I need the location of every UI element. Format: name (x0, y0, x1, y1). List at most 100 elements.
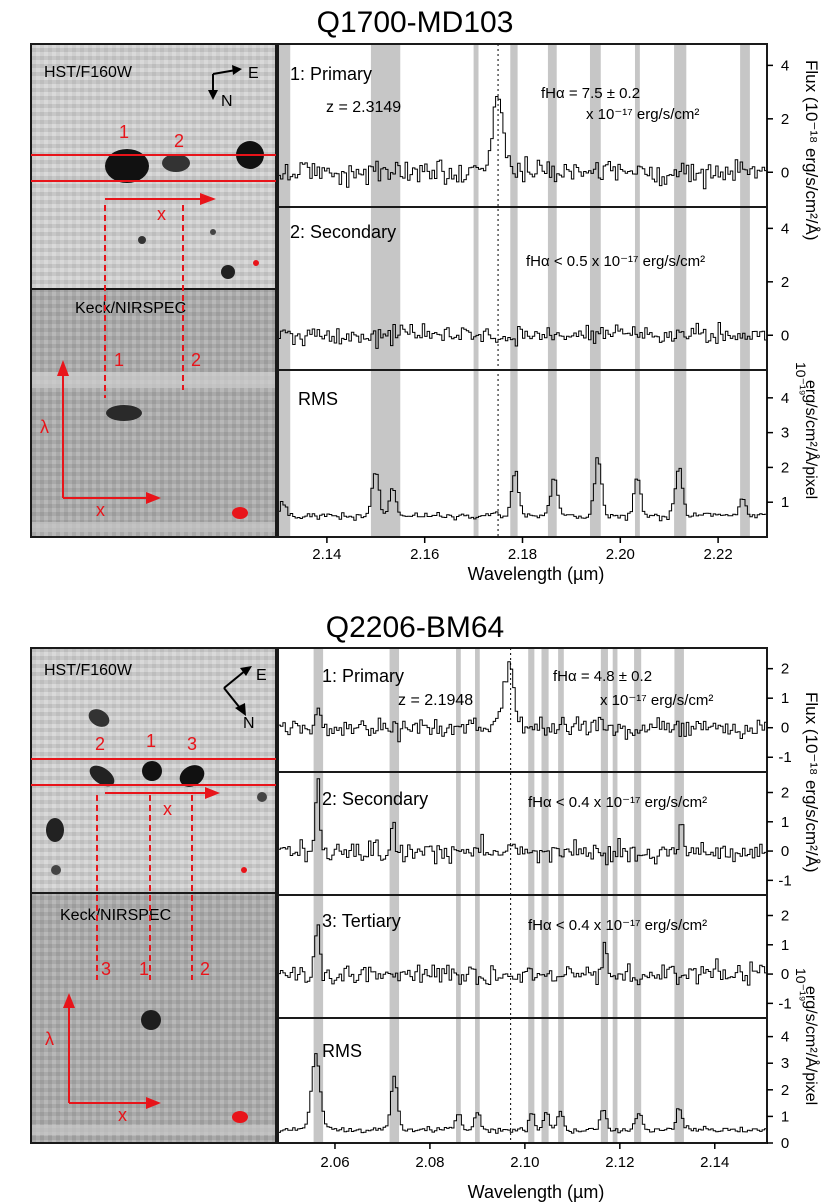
x-tick-label: 2.14 (312, 546, 341, 563)
psf-dot (253, 260, 259, 266)
lambda-symbol: λ (40, 417, 49, 437)
x-tick-label: 2.08 (415, 1154, 444, 1171)
x-symbol: x (157, 204, 166, 224)
figure-title: Q1700-MD103 (317, 6, 514, 39)
sky-line-band (547, 44, 557, 537)
x-symbol: x (163, 799, 172, 819)
y-tick-label: 0 (781, 843, 789, 860)
y-tick-label: 3 (781, 425, 789, 442)
psf-ellipse (232, 507, 248, 519)
slit-label-2: 2 (200, 959, 210, 979)
spectrum-series-2 (278, 457, 767, 522)
y-tick-label: -1 (778, 872, 791, 889)
panel-label: 2: Secondary (290, 222, 396, 242)
object-label-1: 1 (146, 731, 156, 751)
x-tick-label: 2.20 (606, 546, 635, 563)
hst-label: HST/F160W (44, 662, 133, 679)
spectrum-series-0 (278, 96, 767, 190)
slit-label-2: 2 (191, 350, 201, 370)
object-label-2: 2 (174, 131, 184, 151)
y-tick-label: 2 (781, 661, 789, 678)
flux-label: fHα = 4.8 ± 0.2 (553, 668, 652, 685)
figure-title: Q2206-BM64 (326, 611, 504, 644)
spectra-panels-q2206: -1 0 1 2 -1 0 1 2 -1 0 1 2 0 1 2 3 4 2.06 2.08 2.10 2.12 2.14 (277, 647, 792, 1171)
x-tick-label: 2.22 (703, 546, 732, 563)
sky-line-band (589, 44, 601, 537)
spectra-panels-q1700: 0 2 4 0 2 4 1 2 3 4 2.14 2.16 2.18 2.20 2.22 (277, 43, 789, 563)
object-label-1: 1 (119, 122, 129, 142)
x-tick-label: 2.06 (320, 1154, 349, 1171)
panel-label: RMS (298, 389, 338, 409)
object-label-3: 3 (187, 734, 197, 754)
y-tick-label: 4 (781, 220, 789, 237)
galaxy-3 (179, 765, 205, 787)
flux-unit-label: x 10⁻¹⁷ erg/s/cm² (586, 106, 699, 123)
galaxy-2 (88, 709, 110, 727)
sky-line-band (510, 44, 518, 537)
flux-limit-label: fHα < 0.4 x 10⁻¹⁷ erg/s/cm² (528, 917, 707, 934)
y-tick-label: 0 (781, 720, 789, 737)
keck-image-panel: Keck/NIRSPEC 1 2 λ x (30, 205, 277, 538)
y-tick-label: 4 (781, 57, 789, 74)
sky-line-band (473, 44, 479, 537)
x-axis-label: Wavelength (µm) (468, 1182, 605, 1202)
psf-ellipse (232, 1111, 248, 1123)
y-tick-label: 1 (781, 814, 789, 831)
sky-line-band (634, 44, 640, 537)
y-tick-label: 2 (781, 459, 789, 476)
keck-label: Keck/NIRSPEC (60, 907, 171, 924)
y-tick-label: 2 (781, 1082, 789, 1099)
y-tick-label: 2 (781, 111, 789, 128)
figure-q2206: Q2206-BM64 HST/F160W E N x 2 1 (30, 611, 821, 1202)
x-symbol-keck: x (96, 500, 105, 520)
redshift-label: z = 2.1948 (398, 692, 473, 709)
y-axis-label-flux: Flux (10⁻¹⁸ erg/s/cm²/Å) (802, 60, 821, 241)
compass-north: N (221, 93, 233, 110)
y-tick-label: 2 (781, 908, 789, 925)
compass-east: E (248, 65, 259, 82)
y-tick-label: 1 (781, 937, 789, 954)
y-tick-label: 1 (781, 1108, 789, 1125)
spectrum-series-2 (278, 924, 767, 986)
spectrum-series-1 (278, 778, 767, 866)
y-axis-label-rms-2: erg/s/cm²/Å/pixel (802, 380, 821, 499)
panel-label: 2: Secondary (322, 789, 428, 809)
lambda-symbol: λ (45, 1029, 54, 1049)
spectrum-series-1 (278, 322, 767, 349)
spectral-emission (106, 405, 142, 421)
x-symbol-keck: x (118, 1105, 127, 1125)
y-tick-label: 2 (781, 785, 789, 802)
y-tick-label: 1 (781, 494, 789, 511)
x-axis-label: Wavelength (µm) (468, 564, 605, 584)
slit-label-3: 3 (101, 959, 111, 979)
y-axis-label-flux: Flux (10⁻¹⁸ erg/s/cm²/Å) (802, 692, 821, 873)
y-tick-label: 0 (781, 966, 789, 983)
galaxy-1 (142, 761, 162, 781)
figure-q1700: Q1700-MD103 HST/F160W E N x 1 (30, 6, 821, 584)
y-axis-label-rms-1: 10⁻¹⁹ (793, 362, 809, 396)
y-tick-label: -1 (778, 749, 791, 766)
slit-label-1: 1 (114, 350, 124, 370)
x-tick-label: 2.18 (508, 546, 537, 563)
galaxy-2 (162, 154, 190, 172)
x-tick-label: 2.16 (410, 546, 439, 563)
slit-label-1: 1 (139, 959, 149, 979)
y-tick-label: 0 (781, 1135, 789, 1152)
flux-label: fHα = 7.5 ± 0.2 (541, 85, 640, 102)
flux-limit-label: fHα < 0.5 x 10⁻¹⁷ erg/s/cm² (526, 253, 705, 270)
object-label-2: 2 (95, 734, 105, 754)
x-tick-label: 2.10 (510, 1154, 539, 1171)
sky-line-band (278, 44, 291, 537)
compass-north: N (243, 715, 255, 732)
y-axis-label-rms-1: 10⁻¹⁹ (793, 968, 809, 1002)
spectrum-panel-frame (277, 1017, 768, 1144)
compass-east: E (256, 667, 267, 684)
spectrum-series-0 (278, 661, 767, 743)
y-tick-label: -1 (778, 995, 791, 1012)
y-tick-label: 1 (781, 690, 789, 707)
psf-dot (241, 867, 247, 873)
galaxy-1 (105, 149, 149, 183)
y-tick-label: 4 (781, 390, 789, 407)
redshift-label: z = 2.3149 (326, 99, 401, 116)
